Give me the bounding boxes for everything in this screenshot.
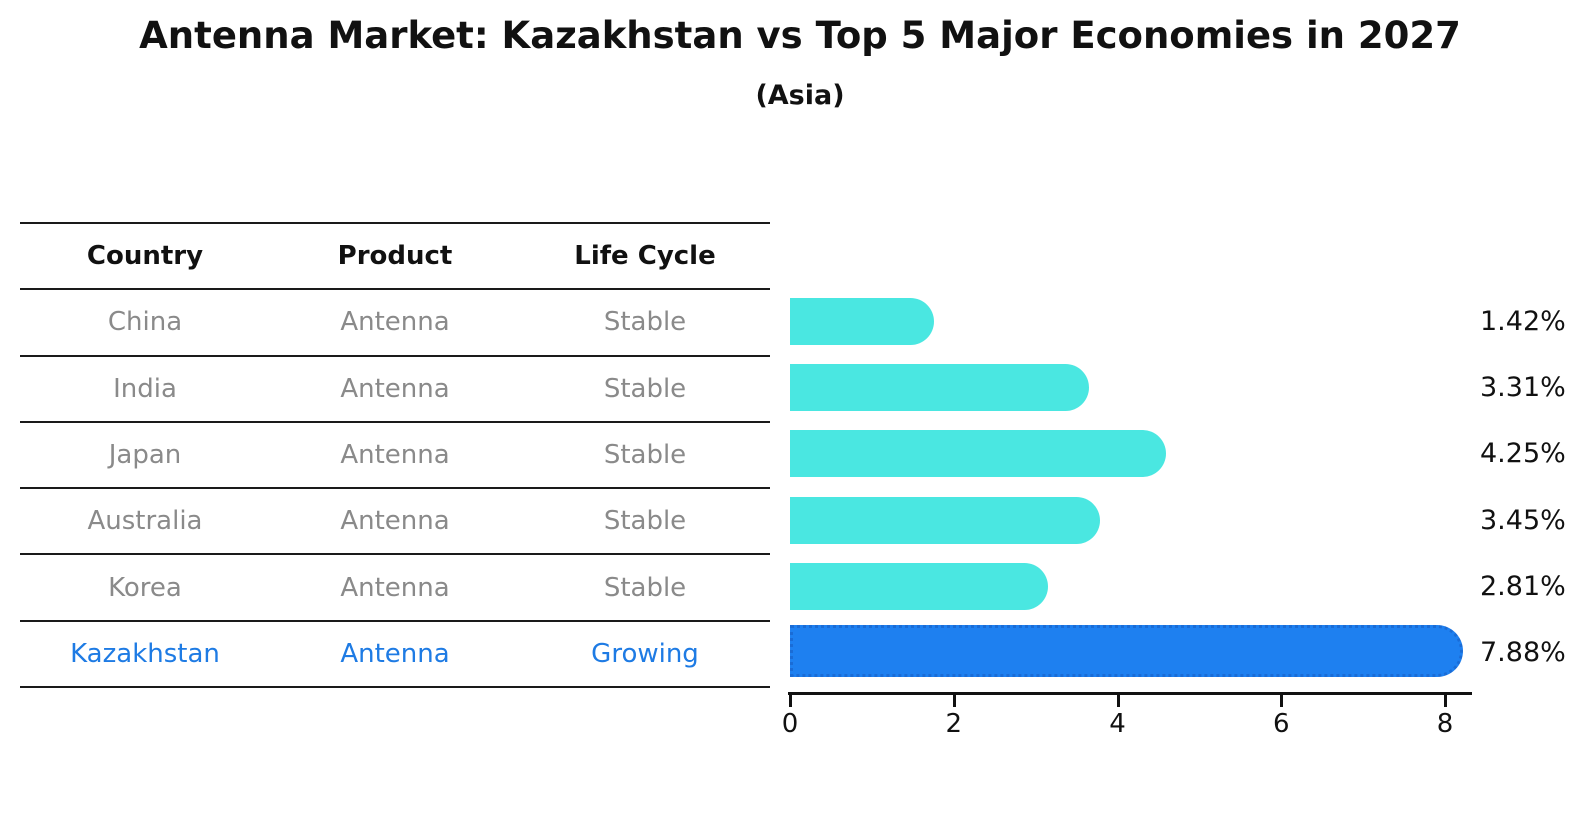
table-cell-country: Kazakhstan xyxy=(70,638,220,669)
table-cell-country: Korea xyxy=(108,572,182,603)
bar-value-label: 7.88% xyxy=(1480,637,1566,669)
table-cell-product: Antenna xyxy=(340,572,450,603)
table-cell-life-cycle: Stable xyxy=(603,307,687,338)
x-axis: 0 2 4 6 8 xyxy=(782,692,1478,752)
x-axis-tick-label: 0 xyxy=(781,709,799,739)
table-cell-country: Australia xyxy=(87,506,203,537)
bar-korea xyxy=(790,563,1049,611)
bar-india xyxy=(790,364,1089,412)
x-axis-tick xyxy=(1116,695,1120,707)
value-labels: 1.42% 3.31% 4.25% 3.45% 2.81% 7.88% xyxy=(1480,288,1586,688)
bar-value-label: 3.31% xyxy=(1480,371,1566,403)
x-axis-tick xyxy=(952,695,956,707)
table-cell-life-cycle: Stable xyxy=(603,572,687,603)
table-header-country: Country xyxy=(86,241,204,272)
x-axis-tick-label: 2 xyxy=(945,709,963,739)
chart-title: Antenna Market: Kazakhstan vs Top 5 Majo… xyxy=(139,14,1461,57)
x-axis-tick xyxy=(789,695,792,707)
table-cell-product: Antenna xyxy=(340,506,450,537)
bar-japan xyxy=(790,430,1166,478)
bar-china xyxy=(790,297,935,345)
table-row: China Antenna Stable xyxy=(20,290,770,357)
table-row: Japan Antenna Stable xyxy=(20,423,770,490)
table-cell-life-cycle: Stable xyxy=(603,506,687,537)
bar-value-label: 4.25% xyxy=(1480,438,1566,470)
table-header-row: Country Product Life Cycle xyxy=(20,224,770,291)
bar-value-label: 2.81% xyxy=(1480,570,1566,602)
table-row: Kazakhstan Antenna Growing xyxy=(20,622,770,689)
table-cell-country: India xyxy=(113,373,177,404)
x-axis-tick-label: 4 xyxy=(1109,709,1126,739)
chart-subtitle: (Asia) xyxy=(755,80,845,111)
country-table: Country Product Life Cycle China Antenna S… xyxy=(20,222,770,689)
bar-highlight-kazakhstan xyxy=(790,625,1464,678)
table-cell-product: Antenna xyxy=(340,373,450,404)
bar-value-label: 1.42% xyxy=(1480,305,1566,337)
table-cell-life-cycle: Stable xyxy=(603,440,687,471)
x-axis-tick-label: 6 xyxy=(1272,709,1290,739)
table-cell-product: Antenna xyxy=(340,307,450,338)
bars-area xyxy=(790,288,1490,688)
table-header-product: Product xyxy=(337,241,453,272)
table-cell-country: China xyxy=(107,307,183,338)
table-cell-life-cycle: Growing xyxy=(591,638,699,669)
x-axis-tick-label: 8 xyxy=(1436,709,1454,739)
table-header-life-cycle: Life Cycle xyxy=(574,241,716,272)
bar-value-label: 3.45% xyxy=(1480,504,1566,536)
table-cell-life-cycle: Stable xyxy=(603,373,687,404)
bar-australia xyxy=(790,496,1101,544)
table-cell-product: Antenna xyxy=(340,440,450,471)
table-cell-country: Japan xyxy=(108,440,182,471)
table-row: Australia Antenna Stable xyxy=(20,489,770,556)
x-axis-tick xyxy=(1444,695,1447,707)
table-row: India Antenna Stable xyxy=(20,357,770,423)
x-axis-line xyxy=(788,692,1472,695)
table-row: Korea Antenna Stable xyxy=(20,555,770,622)
table-body: China Antenna Stable India Antenna Stable Japa… xyxy=(20,290,770,689)
table-cell-product: Antenna xyxy=(340,638,450,669)
x-axis-tick xyxy=(1280,695,1284,707)
